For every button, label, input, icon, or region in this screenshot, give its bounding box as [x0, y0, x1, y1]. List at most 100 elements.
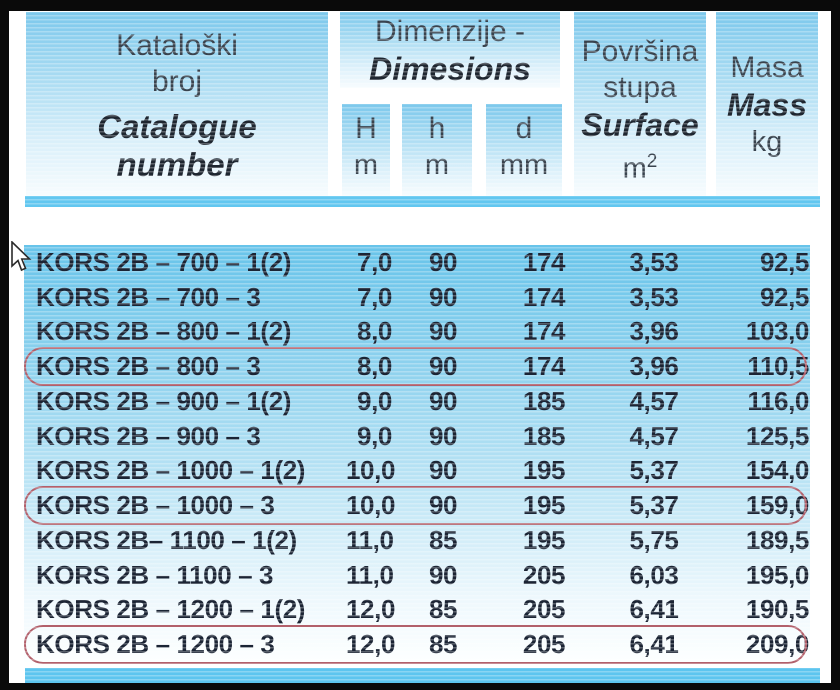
row-height-h: 90 — [428, 559, 458, 590]
row-surface: 5,75 — [629, 524, 679, 555]
header-label: Dimenzije - — [374, 15, 526, 48]
row-diameter-d: 205 — [522, 559, 566, 590]
header-subcol-h: h m — [402, 104, 472, 196]
row-catalogue-number: KORS 2B – 1200 – 3 — [36, 629, 275, 660]
row-height-H: 9,0 — [357, 385, 392, 416]
unit-superscript: 2 — [646, 151, 658, 172]
header-subcol-H: H m — [342, 104, 390, 196]
row-mass: 125,5 — [745, 420, 809, 451]
separator-strip-top — [25, 196, 820, 207]
row-catalogue-number: KORS 2B – 900 – 1(2) — [36, 385, 292, 416]
header-unit: m2 — [574, 144, 706, 187]
row-height-H: 7,0 — [357, 246, 392, 277]
row-mass: 190,5 — [745, 594, 809, 625]
row-height-h: 90 — [428, 316, 458, 347]
row-surface: 5,37 — [629, 455, 679, 486]
row-surface: 4,57 — [629, 420, 679, 451]
row-height-h: 90 — [428, 455, 458, 486]
subcol-symbol: d — [515, 112, 533, 145]
header-label: stupa — [603, 71, 677, 104]
header-dimensions: Dimenzije - Dimesions — [340, 12, 560, 88]
unit-base: m — [622, 152, 647, 185]
subcol-unit: mm — [499, 149, 549, 181]
row-height-H: 12,0 — [346, 594, 396, 625]
row-height-h: 90 — [428, 490, 458, 521]
header-label: Površina — [581, 35, 699, 68]
table-row: KORS 2B – 800 – 1(2) 8,0 90 174 3,96 103… — [24, 315, 810, 350]
row-mass: 195,0 — [745, 559, 809, 590]
row-height-h: 90 — [428, 281, 458, 312]
row-mass: 154,0 — [745, 455, 809, 486]
row-mass: 103,0 — [745, 316, 809, 347]
subcol-symbol: h — [428, 112, 446, 145]
row-mass: 92,5 — [759, 281, 809, 312]
row-catalogue-number: KORS 2B – 800 – 3 — [36, 351, 261, 382]
row-catalogue-number: KORS 2B – 1200 – 1(2) — [36, 594, 306, 625]
table-row: KORS 2B– 1100 – 1(2) 11,0 85 195 5,75 18… — [24, 523, 810, 558]
header-label: Catalogue — [97, 108, 257, 145]
table-body: KORS 2B – 700 – 1(2) 7,0 90 174 3,53 92,… — [24, 245, 810, 664]
row-diameter-d: 195 — [522, 490, 566, 521]
header-label: Kataloški — [116, 29, 238, 62]
row-mass: 209,0 — [745, 629, 809, 660]
table-row: KORS 2B – 800 – 3 8,0 90 174 3,96 110,5 — [24, 347, 810, 386]
subcol-symbol: H — [355, 112, 377, 145]
row-height-h: 90 — [428, 351, 458, 382]
row-diameter-d: 205 — [522, 629, 566, 660]
row-catalogue-number: KORS 2B – 800 – 1(2) — [36, 316, 292, 347]
header-label: Masa — [730, 51, 804, 84]
row-height-H: 8,0 — [357, 351, 392, 382]
row-diameter-d: 185 — [522, 420, 566, 451]
row-surface: 3,96 — [629, 351, 679, 382]
row-surface: 5,37 — [629, 490, 679, 521]
row-catalogue-number: KORS 2B– 1100 – 1(2) — [36, 524, 297, 555]
row-surface: 6,41 — [629, 594, 679, 625]
subcol-unit: m — [353, 149, 379, 181]
row-surface: 4,57 — [629, 385, 679, 416]
row-diameter-d: 205 — [522, 594, 566, 625]
separator-strip-bottom — [25, 668, 820, 683]
row-mass: 110,5 — [747, 351, 809, 382]
header-label: Dimesions — [369, 51, 531, 87]
table-row: KORS 2B – 1000 – 1(2) 10,0 90 195 5,37 1… — [24, 454, 810, 489]
header-subcol-d: d mm — [486, 104, 562, 196]
row-height-h: 90 — [428, 246, 458, 277]
row-height-H: 10,0 — [346, 490, 396, 521]
row-catalogue-number: KORS 2B – 1000 – 3 — [36, 490, 275, 521]
row-catalogue-number: KORS 2B – 1000 – 1(2) — [36, 455, 306, 486]
table-row: KORS 2B – 1200 – 1(2) 12,0 85 205 6,41 1… — [24, 593, 810, 628]
row-height-h: 85 — [428, 594, 458, 625]
row-catalogue-number: KORS 2B – 900 – 3 — [36, 420, 261, 451]
spacer — [26, 100, 328, 108]
header-label: broj — [151, 65, 203, 98]
row-mass: 92,5 — [759, 246, 809, 277]
row-diameter-d: 195 — [522, 524, 566, 555]
row-surface: 6,41 — [629, 629, 679, 660]
header-label: number — [116, 146, 238, 183]
page-background: Kataloški broj Catalogue number Dimenzij… — [9, 11, 831, 683]
header-label: Surface — [581, 107, 699, 143]
table-row: KORS 2B – 1100 – 3 11,0 90 205 6,03 195,… — [24, 558, 810, 593]
header-label: Mass — [726, 87, 808, 123]
row-catalogue-number: KORS 2B – 700 – 3 — [36, 281, 261, 312]
subcol-unit: m — [424, 149, 450, 181]
row-catalogue-number: KORS 2B – 1100 – 3 — [36, 559, 274, 590]
row-surface: 3,53 — [629, 246, 679, 277]
row-height-H: 12,0 — [346, 629, 396, 660]
row-height-h: 90 — [428, 385, 458, 416]
header-catalogue-number: Kataloški broj Catalogue number — [26, 12, 328, 196]
row-height-H: 7,0 — [357, 281, 392, 312]
row-height-h: 85 — [428, 524, 458, 555]
row-diameter-d: 174 — [522, 316, 566, 347]
row-catalogue-number: KORS 2B – 700 – 1(2) — [36, 246, 292, 277]
row-mass: 116,0 — [747, 385, 809, 416]
table-row: KORS 2B – 700 – 1(2) 7,0 90 174 3,53 92,… — [24, 245, 810, 280]
row-height-H: 9,0 — [357, 420, 392, 451]
row-height-H: 10,0 — [346, 455, 396, 486]
row-mass: 189,5 — [745, 524, 809, 555]
row-height-h: 85 — [428, 629, 458, 660]
table-row: KORS 2B – 700 – 3 7,0 90 174 3,53 92,5 — [24, 280, 810, 315]
table-row: KORS 2B – 900 – 1(2) 9,0 90 185 4,57 116… — [24, 384, 810, 419]
row-height-H: 8,0 — [357, 316, 392, 347]
